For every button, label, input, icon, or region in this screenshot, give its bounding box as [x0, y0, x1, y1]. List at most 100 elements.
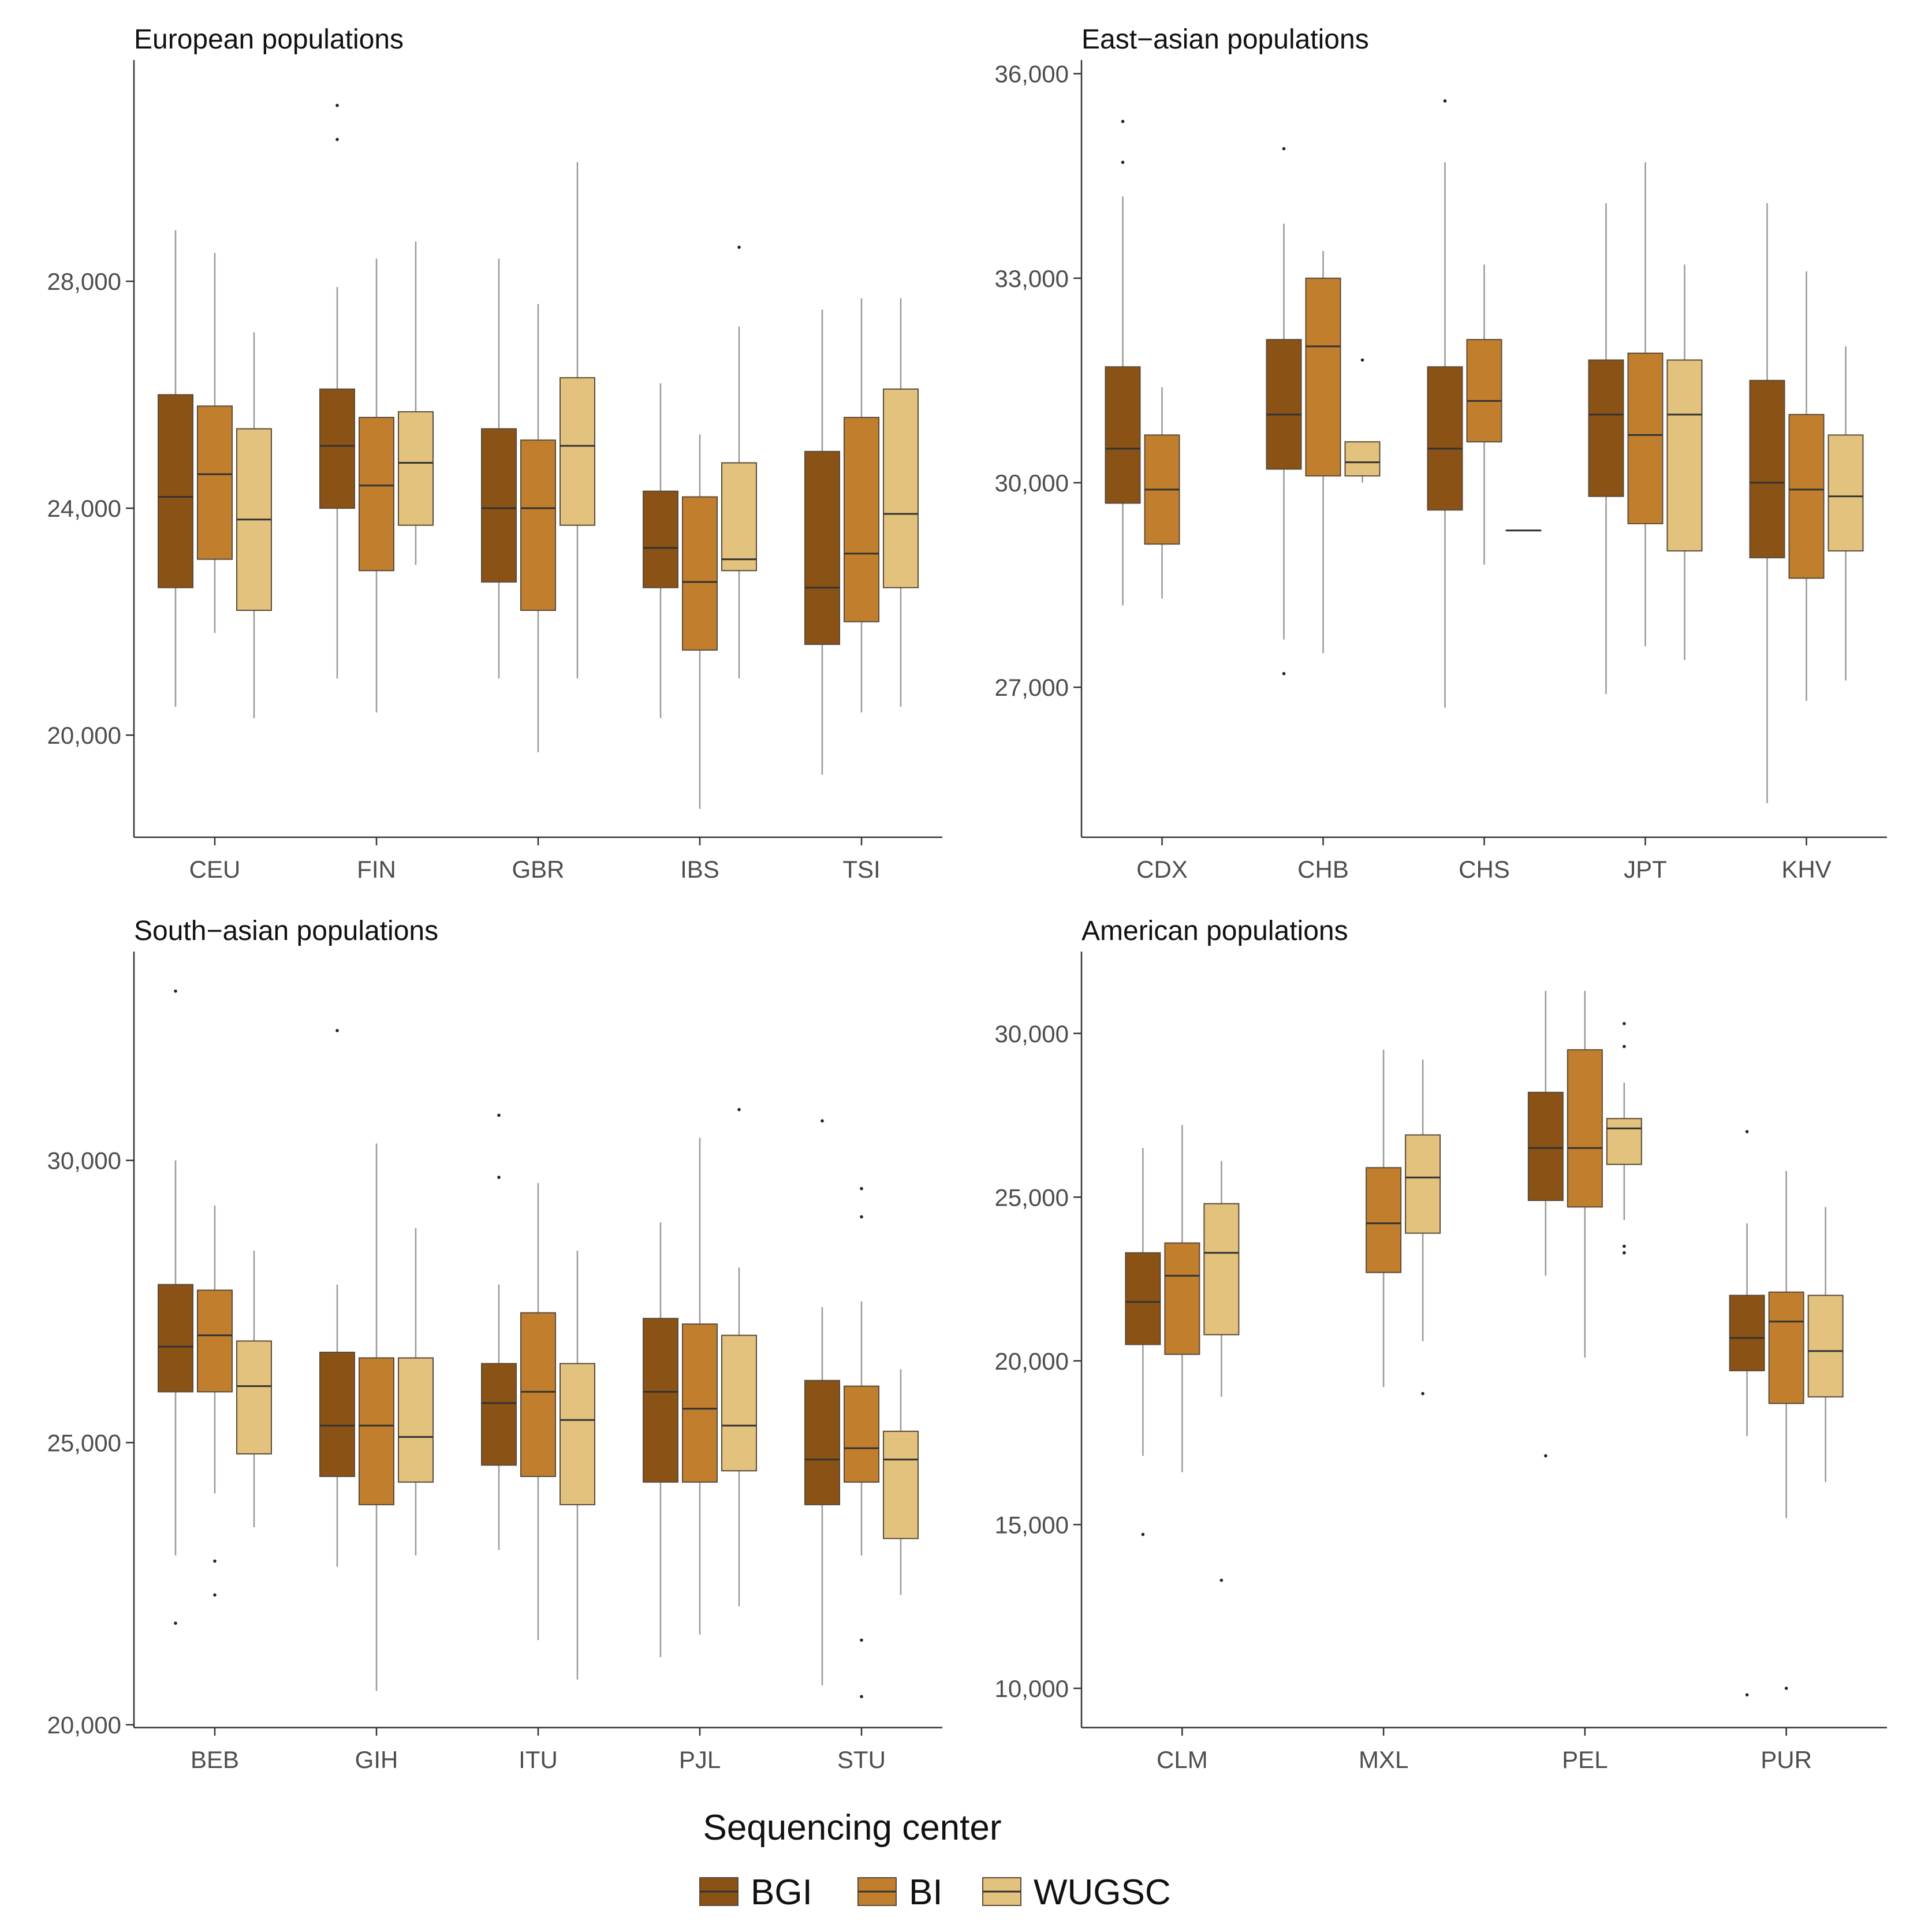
box-body — [1828, 434, 1864, 552]
outlier-point — [1745, 1693, 1749, 1697]
box-bgi-tsi — [804, 309, 840, 775]
box-bi-stu — [844, 1187, 879, 1699]
box-body — [359, 416, 394, 572]
box-body — [560, 377, 595, 526]
legend-label-bgi: BGI — [751, 1873, 812, 1912]
legend-title: Sequencing center — [703, 1808, 1001, 1848]
box-bi-pjl — [682, 1137, 718, 1635]
box-bgi-ibs — [643, 383, 678, 718]
y-tick-label: 33,000 — [995, 265, 1069, 292]
panel-south-asian-populations: South−asian populations 20,000 25,000 30,0… — [47, 916, 942, 1773]
outlier-point — [1443, 99, 1447, 103]
box-body — [1125, 1252, 1161, 1345]
outlier-point — [1544, 1454, 1547, 1458]
box-body — [804, 1379, 840, 1505]
box-body — [844, 1385, 879, 1483]
box-wugsc-chb — [1344, 358, 1381, 483]
x-tick-label: JPT — [1624, 856, 1667, 883]
x-tick-label: FIN — [357, 856, 396, 883]
box-body — [844, 416, 879, 622]
x-tick-label: STU — [837, 1746, 886, 1773]
box-bi-chs — [1466, 264, 1502, 565]
x-tick-label: PUR — [1761, 1746, 1812, 1773]
box-body — [560, 1363, 595, 1505]
box-body — [1749, 379, 1785, 558]
x-tick-label: MXL — [1359, 1746, 1408, 1773]
x-tick-label: CHS — [1459, 856, 1510, 883]
box-bgi-itu — [481, 1113, 517, 1550]
box-body — [1666, 359, 1703, 552]
x-tick-label: ITU — [519, 1746, 558, 1773]
panel-european-populations: European populations 20,000 24,000 28,000 C… — [47, 24, 942, 883]
box-wugsc-clm — [1203, 1161, 1240, 1582]
box-bi-ceu — [197, 253, 233, 633]
x-tick-label: PJL — [679, 1746, 721, 1773]
y-tick-label: 30,000 — [995, 1020, 1069, 1047]
box-bi-itu — [520, 1183, 556, 1640]
box-body — [1729, 1295, 1765, 1371]
box-bgi-khv — [1749, 203, 1785, 803]
box-bgi-clm — [1125, 1148, 1161, 1536]
box-body — [359, 1357, 394, 1505]
x-tick-label: PEL — [1562, 1746, 1608, 1773]
y-tick-label: 30,000 — [47, 1147, 121, 1174]
box-body — [804, 450, 840, 645]
y-tick-label: 10,000 — [995, 1675, 1069, 1702]
panel-title: South−asian populations — [134, 916, 438, 946]
outlier-point — [1784, 1687, 1788, 1690]
box-body — [158, 394, 193, 588]
box-bi-fin — [359, 258, 394, 713]
box-body — [1203, 1203, 1240, 1336]
box-body — [1466, 339, 1502, 443]
box-bgi-jpt — [1588, 203, 1624, 695]
y-tick-label: 20,000 — [47, 1711, 121, 1739]
box-body — [481, 428, 517, 583]
outlier-point — [1121, 161, 1125, 164]
outlier-point — [1623, 1251, 1626, 1255]
box-wugsc-stu — [883, 1369, 919, 1595]
y-tick-label: 20,000 — [995, 1348, 1069, 1375]
box-bi-gbr — [520, 304, 556, 752]
box-body — [721, 1334, 757, 1472]
box-body — [643, 490, 678, 588]
y-tick-label: 25,000 — [995, 1184, 1069, 1211]
box-body — [1344, 441, 1381, 477]
outlier-point — [335, 103, 339, 107]
box-wugsc-gbr — [560, 162, 595, 678]
outlier-point — [1282, 672, 1286, 676]
box-body — [1768, 1291, 1804, 1404]
box-wugsc-beb — [236, 1251, 272, 1528]
box-bi-mxl — [1366, 1050, 1402, 1388]
box-wugsc-itu — [560, 1251, 595, 1680]
box-body — [158, 1284, 193, 1393]
box-bgi-stu — [804, 1119, 840, 1685]
box-body — [682, 496, 718, 651]
outlier-point — [860, 1215, 863, 1219]
box-body — [1405, 1134, 1441, 1234]
legend-label-wugsc: WUGSC — [1034, 1873, 1171, 1912]
box-wugsc-khv — [1828, 346, 1864, 681]
box-bi-khv — [1788, 271, 1825, 701]
box-bgi-fin — [319, 103, 355, 678]
y-tick-label: 20,000 — [47, 722, 121, 749]
box-wugsc-mxl — [1405, 1060, 1441, 1396]
box-wugsc-fin — [398, 241, 434, 565]
box-bi-pur — [1768, 1170, 1804, 1690]
outlier-point — [860, 1638, 863, 1642]
box-body — [197, 405, 233, 560]
box-body — [682, 1323, 718, 1483]
legend-entry-bi: BI — [857, 1873, 943, 1912]
box-bi-beb — [197, 1205, 233, 1597]
box-bgi-gbr — [481, 258, 517, 678]
box-body — [1427, 366, 1463, 511]
box-bgi-beb — [158, 989, 193, 1625]
outlier-point — [1745, 1130, 1749, 1133]
box-body — [398, 1357, 434, 1483]
box-bi-cdx — [1144, 387, 1180, 599]
box-bi-jpt — [1627, 162, 1664, 647]
box-body — [721, 462, 757, 572]
box-body — [319, 1351, 355, 1478]
box-body — [1788, 413, 1825, 579]
outlier-point — [213, 1593, 217, 1597]
